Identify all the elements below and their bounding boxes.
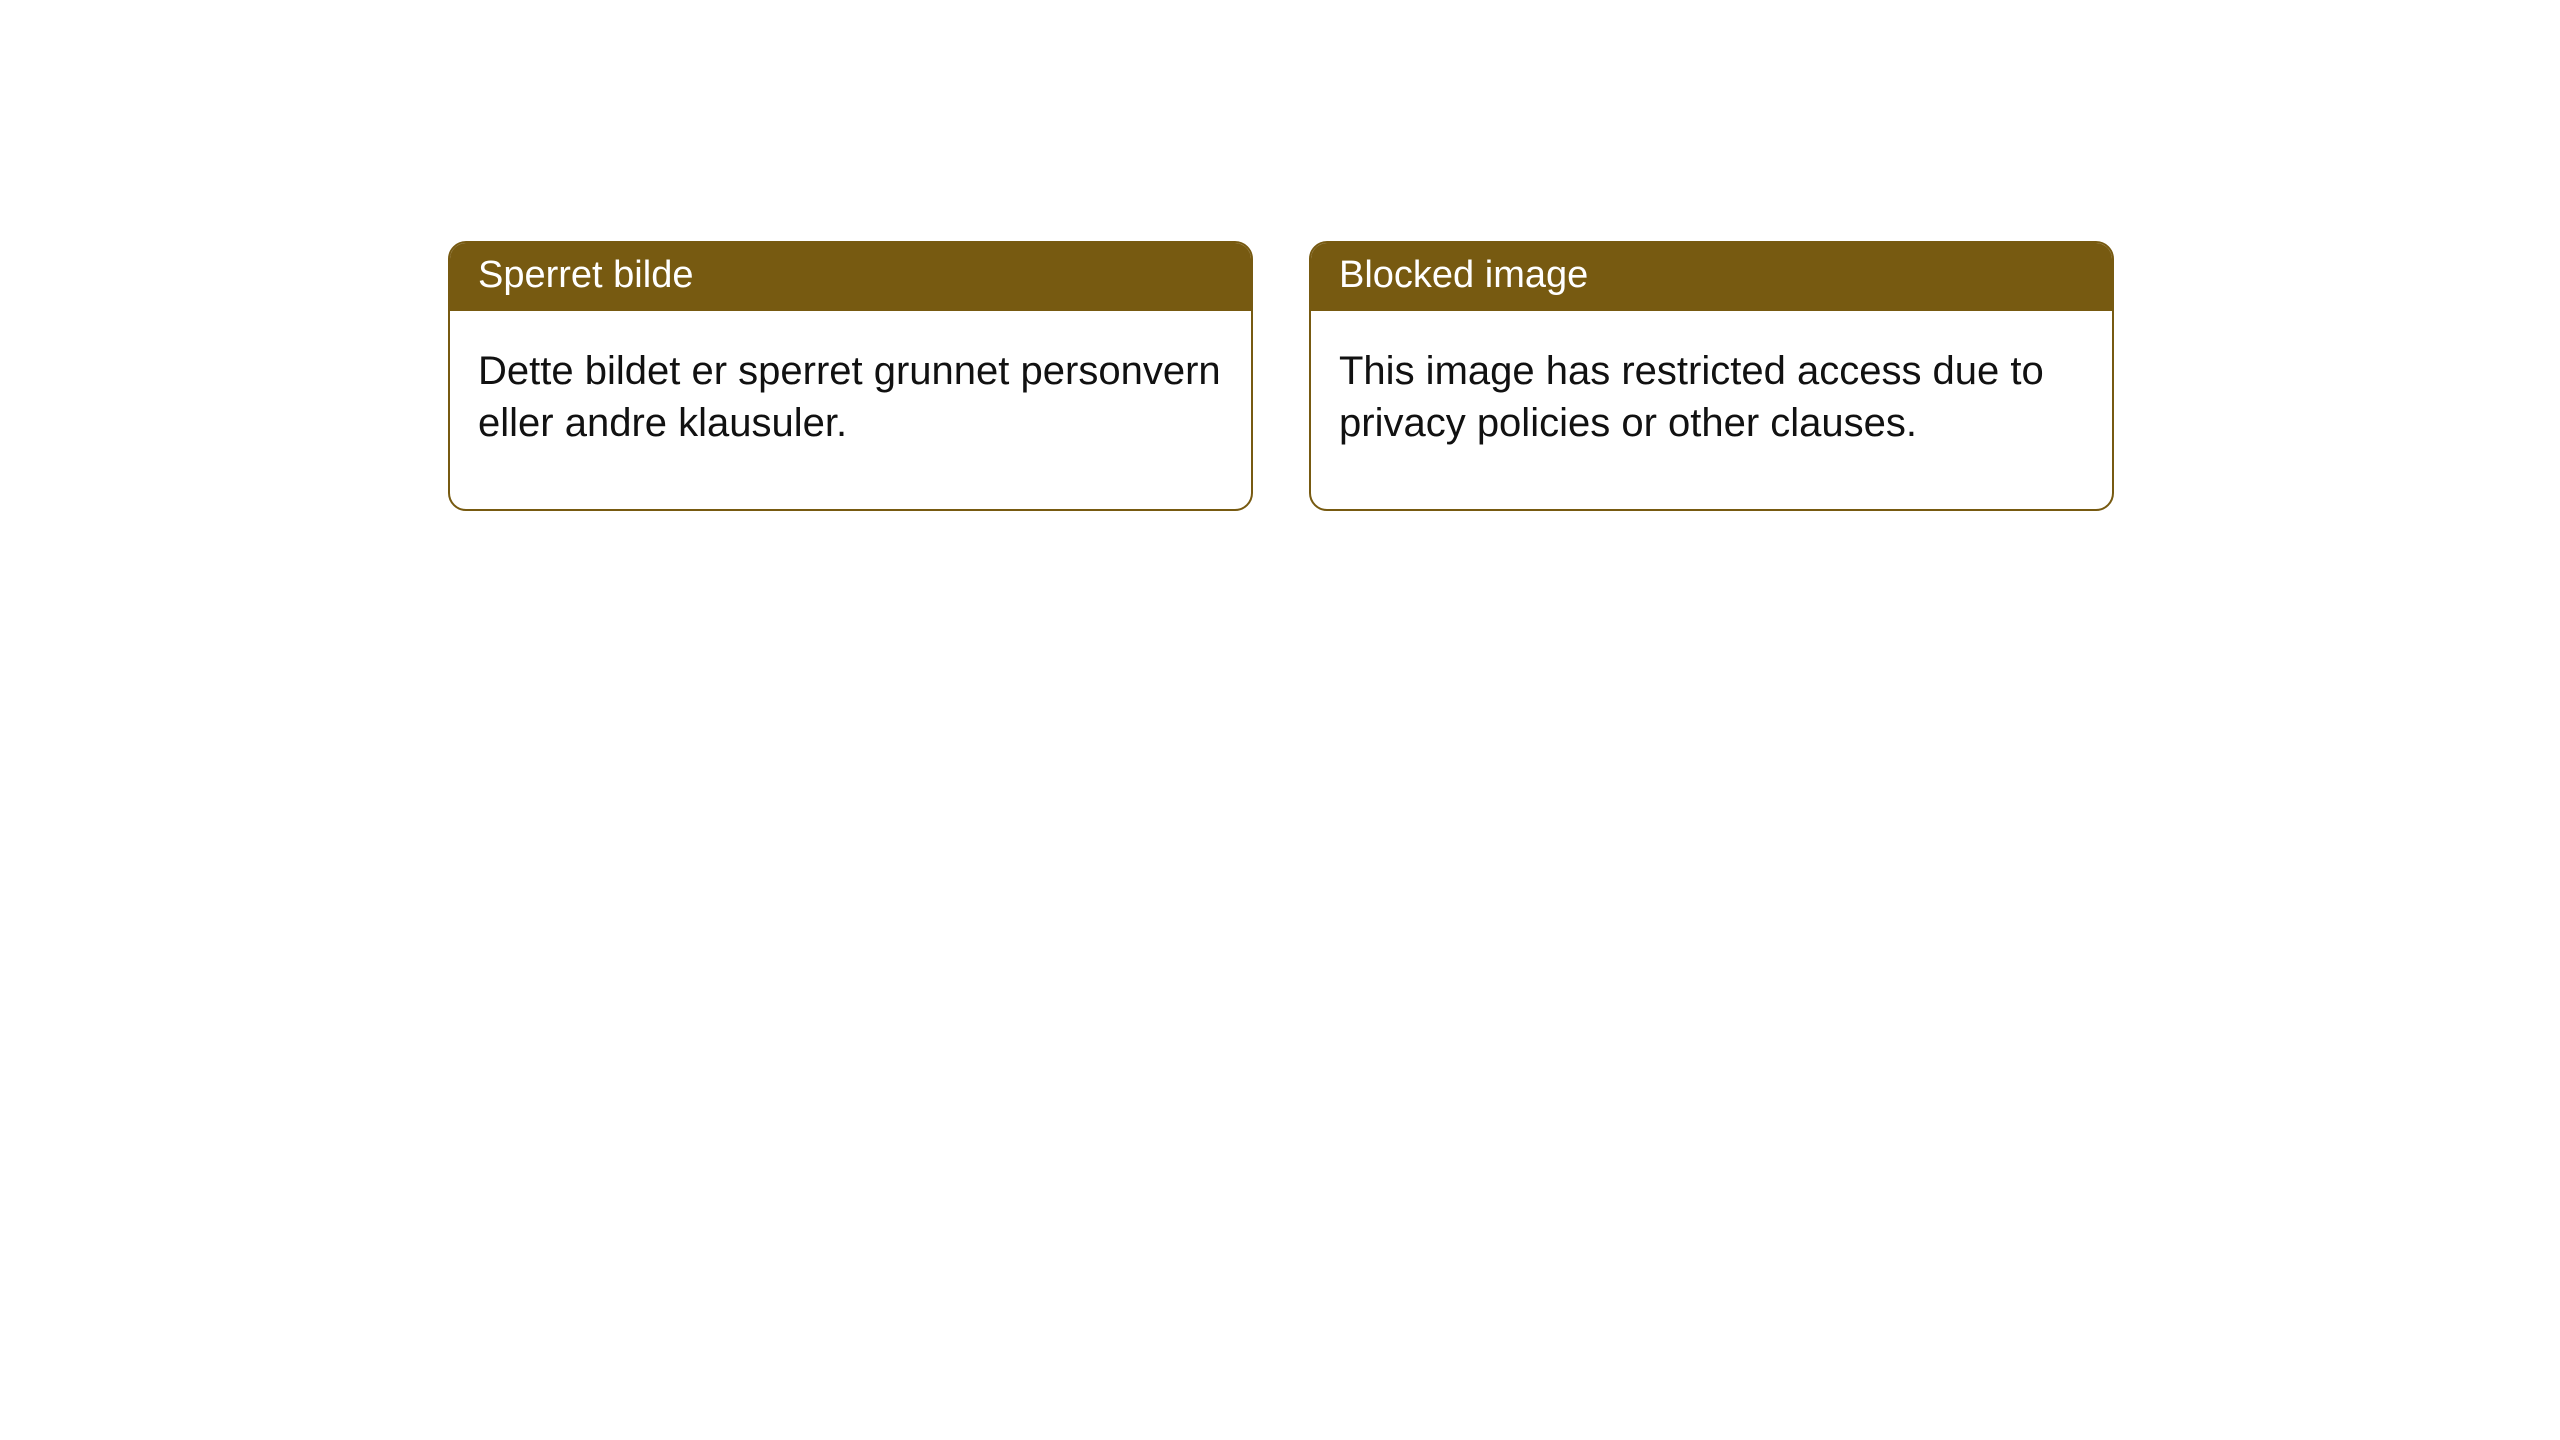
notice-card-no: Sperret bilde Dette bildet er sperret gr… (448, 241, 1253, 511)
notice-title: Sperret bilde (478, 254, 693, 296)
notice-header: Blocked image (1311, 243, 2112, 311)
notice-container: Sperret bilde Dette bildet er sperret gr… (448, 241, 2114, 511)
notice-header: Sperret bilde (450, 243, 1251, 311)
notice-body-text: This image has restricted access due to … (1339, 349, 2044, 446)
notice-title: Blocked image (1339, 254, 1588, 296)
notice-body: Dette bildet er sperret grunnet personve… (450, 311, 1251, 509)
notice-body-text: Dette bildet er sperret grunnet personve… (478, 349, 1221, 446)
notice-card-en: Blocked image This image has restricted … (1309, 241, 2114, 511)
notice-body: This image has restricted access due to … (1311, 311, 2112, 509)
